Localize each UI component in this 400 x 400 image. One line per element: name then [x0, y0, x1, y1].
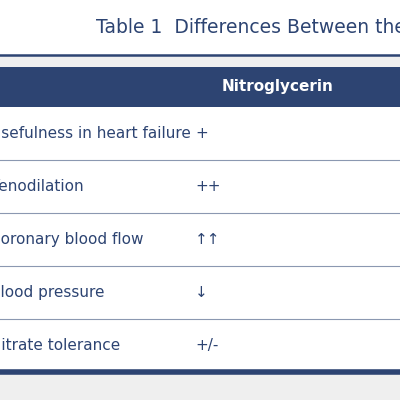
- Text: Blood pressure: Blood pressure: [0, 285, 104, 300]
- FancyBboxPatch shape: [0, 55, 400, 67]
- FancyBboxPatch shape: [0, 213, 400, 266]
- Text: Coronary blood flow: Coronary blood flow: [0, 232, 144, 247]
- FancyBboxPatch shape: [0, 160, 400, 213]
- Text: Table 1  Differences Between the two Main Nitrate Classes: Table 1 Differences Between the two Main…: [96, 18, 400, 37]
- Text: ↑↑: ↑↑: [195, 232, 220, 247]
- FancyBboxPatch shape: [0, 0, 400, 55]
- FancyBboxPatch shape: [0, 107, 400, 160]
- Text: Usefulness in heart failure: Usefulness in heart failure: [0, 126, 191, 141]
- Text: ++: ++: [195, 179, 220, 194]
- Text: +/-: +/-: [195, 338, 218, 353]
- Text: Nitrate tolerance: Nitrate tolerance: [0, 338, 120, 353]
- Text: Nitroglycerin: Nitroglycerin: [222, 80, 334, 94]
- FancyBboxPatch shape: [0, 319, 400, 372]
- FancyBboxPatch shape: [0, 67, 400, 107]
- Text: +: +: [195, 126, 208, 141]
- Text: Venodilation: Venodilation: [0, 179, 85, 194]
- FancyBboxPatch shape: [0, 266, 400, 319]
- Text: ↓: ↓: [195, 285, 208, 300]
